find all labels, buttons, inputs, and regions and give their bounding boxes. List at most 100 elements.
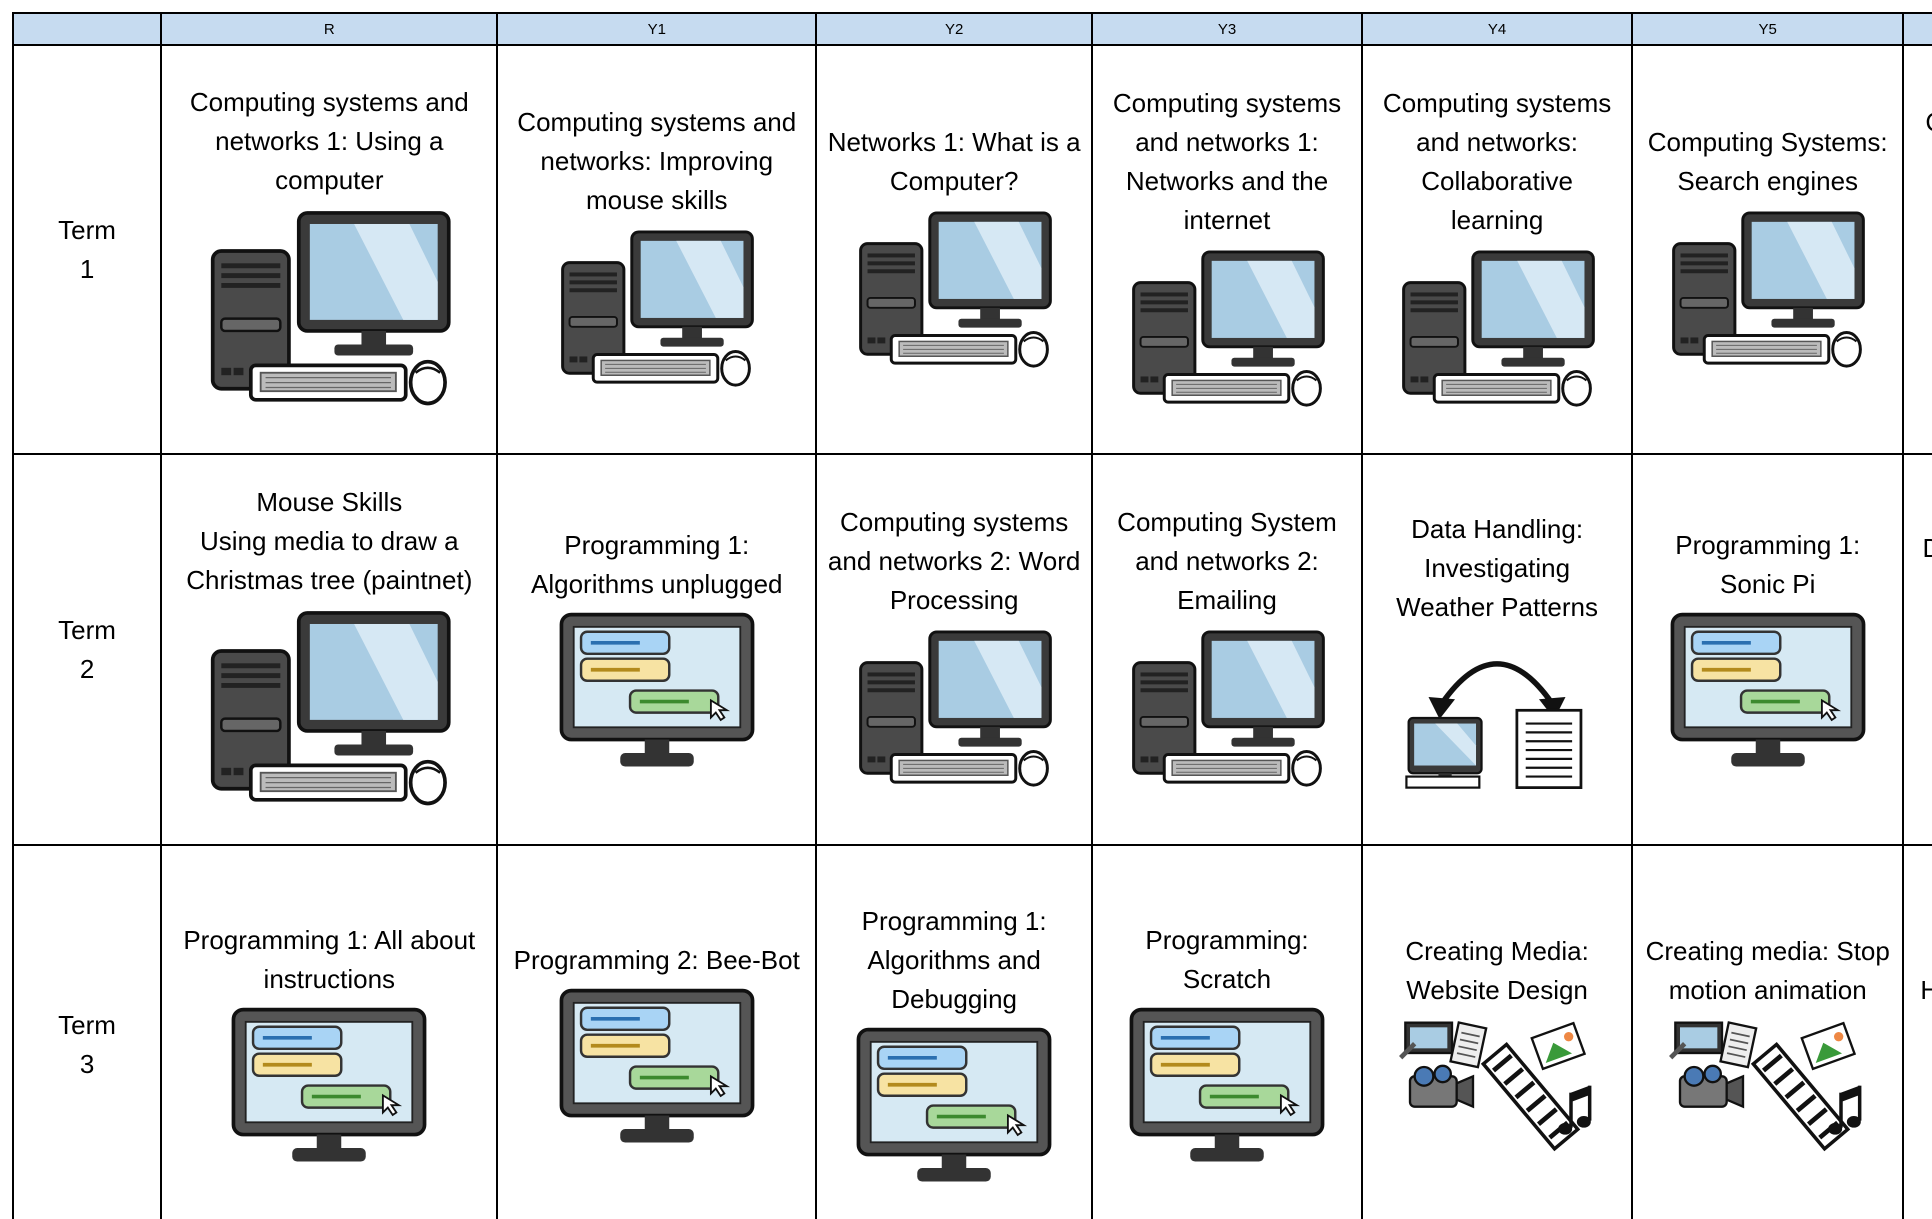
cell-content: Computing systems and networks: Collabor… xyxy=(1363,84,1632,416)
unit-cell: Computing systems and networks: Bletchle… xyxy=(1902,44,1932,455)
unit-title: Computing systems and networks: Collabor… xyxy=(1382,87,1612,235)
term-cell: Term 2 xyxy=(11,453,163,846)
unit-cell: Data Handling: Investigating Weather Pat… xyxy=(1360,453,1634,846)
unit-icon xyxy=(202,608,457,817)
unit-title: Data handling 1: Big Data 1 xyxy=(1922,533,1932,563)
unit-icon xyxy=(1670,612,1866,774)
unit-cell: Creating media: Stop motion animation xyxy=(1631,844,1905,1219)
term-label: Term 2 xyxy=(58,614,116,684)
cell-content: Data Handling: Investigating Weather Pat… xyxy=(1363,510,1632,790)
column-header: R xyxy=(160,12,499,46)
cell-content: Programming 2: Bee-Bot xyxy=(498,941,815,1150)
unit-title: Computing systems and networks 2: Word P… xyxy=(827,507,1081,615)
term-cell: Term 3 xyxy=(11,844,163,1219)
unit-icon xyxy=(1129,1007,1325,1169)
unit-cell: Creating Media: History of computers xyxy=(1902,844,1932,1219)
term-cell: Term 1 xyxy=(11,44,163,455)
unit-cell: Networks 1: What is a Computer? xyxy=(815,44,1094,455)
unit-cell: Data handling 1: Big Data 1 xyxy=(1902,453,1932,846)
table-row: Term 1 Computing systems and networks 1: … xyxy=(11,44,1932,455)
unit-icon xyxy=(559,612,755,774)
unit-cell: Programming 1: Sonic Pi xyxy=(1631,453,1905,846)
unit-cell: Computing Systems: Search engines xyxy=(1631,44,1905,455)
cell-content: Creating Media: Website Design xyxy=(1363,932,1632,1158)
unit-title: Creating Media: History of computers xyxy=(1920,975,1932,1005)
unit-title: Computing Systems: Search engines xyxy=(1647,126,1888,196)
unit-icon xyxy=(1125,628,1330,796)
unit-title: Creating media: Stop motion animation xyxy=(1645,936,1890,1005)
unit-icon xyxy=(1125,248,1330,416)
unit-title: Programming 2: Bee-Bot xyxy=(513,944,800,975)
unit-cell: Programming 1: Algorithms and Debugging xyxy=(815,844,1094,1219)
unit-cell: Mouse Skills Using media to draw a Chris… xyxy=(160,453,499,846)
column-header: Y5 xyxy=(1631,12,1905,46)
cell-content: Computing systems and networks: Bletchle… xyxy=(1904,103,1932,396)
unit-icon xyxy=(202,208,457,417)
unit-icon xyxy=(554,228,759,396)
cell-content: Computing Systems: Search engines xyxy=(1633,123,1902,377)
unit-title: Networks 1: What is a Computer? xyxy=(827,126,1081,196)
cell-content: Programming 1: Algorithms unplugged xyxy=(498,526,815,774)
cell-content: Mouse Skills Using media to draw a Chris… xyxy=(162,483,496,817)
term-label: Term 3 xyxy=(58,1010,116,1079)
unit-title: Mouse Skills Using media to draw a Chris… xyxy=(186,486,473,595)
unit-cell: Programming: Scratch xyxy=(1091,844,1363,1219)
unit-title: Computing systems and networks: Improvin… xyxy=(517,107,797,215)
column-header: Y3 xyxy=(1091,12,1363,46)
unit-icon xyxy=(1665,209,1870,377)
unit-cell: Programming 2: Bee-Bot xyxy=(496,844,818,1219)
unit-icon xyxy=(1402,635,1592,790)
unit-title: Programming: Scratch xyxy=(1145,925,1309,994)
unit-icon xyxy=(231,1007,427,1169)
cell-content: Computing systems and networks: Improvin… xyxy=(498,103,815,396)
unit-cell: Computing systems and networks: Improvin… xyxy=(496,44,818,455)
unit-title: Programming 1: All about instructions xyxy=(183,925,476,994)
unit-cell: Programming 1: All about instructions xyxy=(160,844,499,1219)
column-header: Y4 xyxy=(1360,12,1634,46)
column-header: Y2 xyxy=(815,12,1094,46)
unit-title: Computing System and networks 2: Emailin… xyxy=(1117,507,1337,615)
cell-content: Computing systems and networks 1: Networ… xyxy=(1093,84,1361,416)
cell-content: Creating media: Stop motion animation xyxy=(1633,932,1902,1158)
cell-content: Creating Media: History of computers xyxy=(1904,932,1932,1158)
cell-content: Computing System and networks 2: Emailin… xyxy=(1093,503,1361,796)
table-row: Term 3 Programming 1: All about instructi… xyxy=(11,844,1932,1219)
term-label: Term 1 xyxy=(58,214,116,284)
unit-cell: Computing System and networks 2: Emailin… xyxy=(1091,453,1363,846)
unit-title: Data Handling: Investigating Weather Pat… xyxy=(1396,513,1598,622)
unit-cell: Computing systems and networks: Collabor… xyxy=(1360,44,1634,455)
unit-icon xyxy=(559,988,755,1150)
corner-cell xyxy=(11,12,163,46)
cell-content: Programming: Scratch xyxy=(1093,921,1361,1169)
column-header: Y6 xyxy=(1902,12,1932,46)
unit-title: Computing systems and networks: Bletchle… xyxy=(1904,103,1932,220)
cell-content: Programming 1: Algorithms and Debugging xyxy=(817,902,1091,1189)
unit-title: Programming 1: Algorithms and Debugging xyxy=(861,905,1047,1014)
unit-cell: Computing systems and networks 1: Networ… xyxy=(1091,44,1363,455)
table-row: Term 2 Mouse Skills Using media to draw a… xyxy=(11,453,1932,846)
unit-title: Creating Media: Website Design xyxy=(1405,936,1589,1005)
column-header: Y1 xyxy=(496,12,818,46)
unit-cell: Creating Media: Website Design xyxy=(1360,844,1634,1219)
cell-content: Data handling 1: Big Data 1 xyxy=(1904,529,1932,770)
unit-cell: Programming 1: Algorithms unplugged xyxy=(496,453,818,846)
unit-title: Computing systems and networks 1: Using … xyxy=(189,86,469,195)
table-body: Term 1 Computing systems and networks 1: … xyxy=(11,44,1932,1219)
unit-cell: Computing systems and networks 1: Using … xyxy=(160,44,499,455)
unit-icon xyxy=(852,628,1057,796)
unit-title: Programming 1: Sonic Pi xyxy=(1675,529,1861,599)
cell-content: Networks 1: What is a Computer? xyxy=(817,123,1091,377)
unit-icon xyxy=(852,209,1057,377)
unit-icon xyxy=(856,1027,1052,1189)
unit-icon xyxy=(1665,1018,1870,1158)
cell-content: Programming 1: All about instructions xyxy=(162,921,496,1169)
header-row: RY1Y2Y3Y4Y5Y6 xyxy=(11,12,1932,46)
unit-title: Computing systems and networks 1: Networ… xyxy=(1112,87,1342,235)
cell-content: Computing systems and networks 2: Word P… xyxy=(817,503,1091,796)
curriculum-table: RY1Y2Y3Y4Y5Y6 Term 1 Computing systems an… xyxy=(11,12,1932,1219)
cell-content: Computing systems and networks 1: Using … xyxy=(162,83,496,417)
unit-icon xyxy=(1395,248,1600,416)
unit-title: Programming 1: Algorithms unplugged xyxy=(531,529,783,599)
cell-content: Programming 1: Sonic Pi xyxy=(1633,526,1902,774)
